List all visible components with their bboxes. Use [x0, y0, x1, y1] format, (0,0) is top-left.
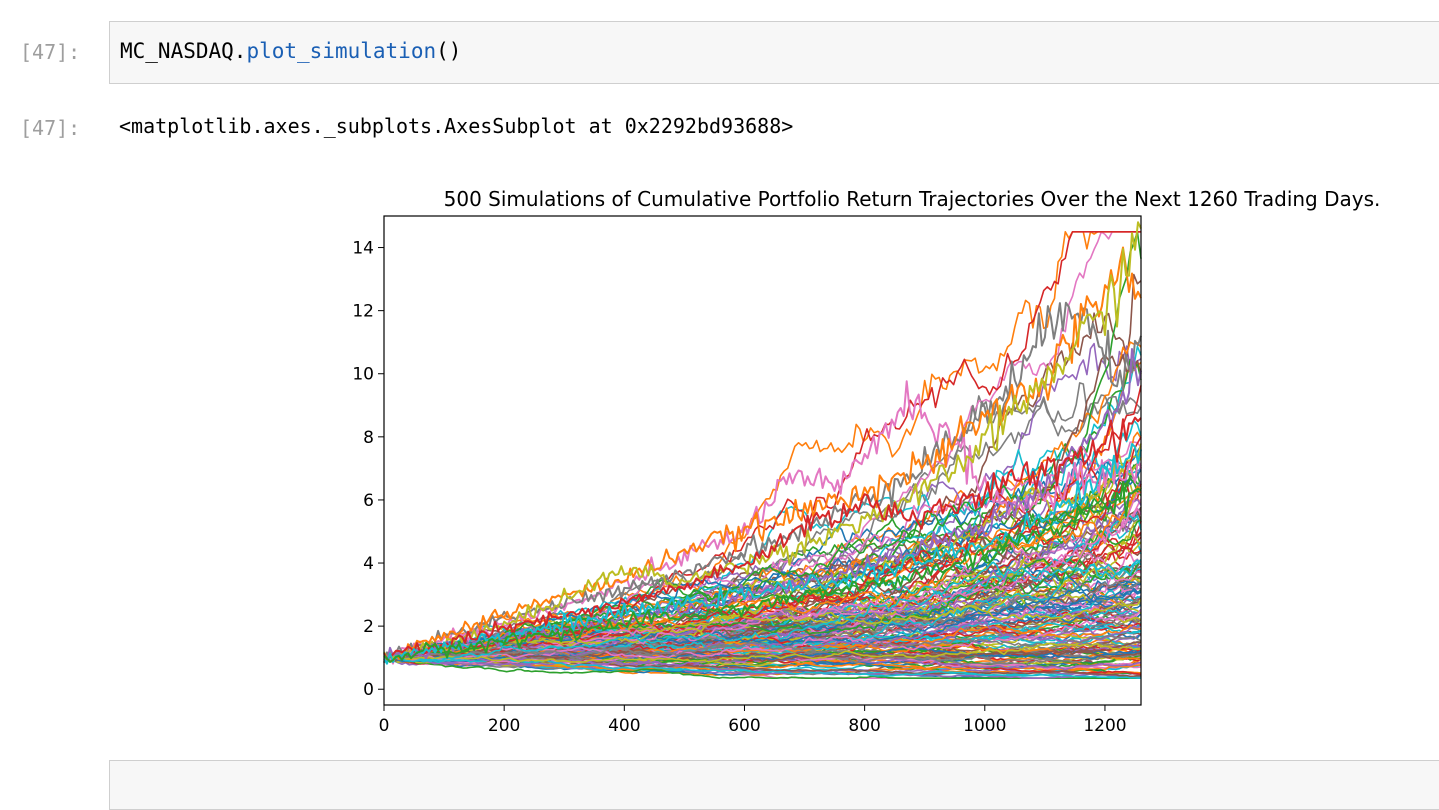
input-prompt: [47]:	[20, 40, 81, 64]
simulation-line	[383, 620, 1142, 662]
simulation-line	[383, 642, 1142, 664]
code-cell-input[interactable]: MC_NASDAQ.plot_simulation()	[109, 21, 1439, 84]
x-tick-label: 600	[728, 716, 760, 736]
code-method: plot_simulation	[246, 39, 437, 63]
simulation-line	[383, 654, 1142, 678]
highlight-simulation-line	[383, 481, 1142, 663]
x-tick-label: 200	[488, 716, 520, 736]
simulation-line	[383, 623, 1142, 659]
simulation-line	[383, 655, 1142, 671]
series-layer	[383, 221, 1142, 680]
y-tick-label: 4	[363, 554, 374, 574]
y-tick-label: 14	[352, 239, 374, 259]
simulation-line	[383, 634, 1142, 660]
x-tick-label: 400	[608, 716, 640, 736]
code-line[interactable]: MC_NASDAQ.plot_simulation()	[120, 39, 461, 63]
simulation-line	[383, 609, 1142, 661]
code-call-parens: ()	[436, 39, 462, 63]
simulation-chart: 500 Simulations of Cumulative Portfolio …	[352, 187, 1381, 736]
simulation-line	[383, 599, 1142, 660]
code-object: MC_NASDAQ	[120, 39, 234, 63]
x-tick-label: 0	[379, 716, 390, 736]
simulation-line	[383, 519, 1142, 660]
simulation-line	[383, 492, 1142, 662]
output-prompt: [47]:	[20, 116, 81, 140]
x-tick-label: 1000	[963, 716, 1006, 736]
y-tick-label: 10	[352, 365, 374, 385]
simulation-line	[383, 443, 1142, 660]
x-tick-label: 800	[848, 716, 880, 736]
y-tick-label: 0	[363, 680, 374, 700]
highlight-simulation-line	[383, 416, 1142, 660]
highlight-simulation-line	[383, 221, 1142, 659]
output-text: <matplotlib.axes._subplots.AxesSubplot a…	[119, 114, 794, 138]
simulation-line	[383, 655, 1141, 680]
plot-frame	[383, 215, 1142, 706]
simulation-line	[383, 559, 1142, 663]
simulation-line	[383, 231, 1141, 661]
highlight-simulation-line	[383, 246, 1142, 663]
chart-title: 500 Simulations of Cumulative Portfolio …	[444, 187, 1381, 211]
y-tick-label: 2	[363, 617, 374, 637]
y-tick-label: 8	[363, 428, 374, 448]
y-tick-label: 6	[363, 491, 374, 511]
axes-layer: 0 200 400 600 800 1000 1200 0 2 4 6 8 10 12 14	[352, 215, 1142, 736]
code-dot: .	[233, 39, 247, 63]
x-tick-label: 1200	[1083, 716, 1126, 736]
simulation-line	[383, 642, 1141, 664]
next-code-cell[interactable]	[109, 760, 1439, 810]
y-tick-label: 12	[352, 302, 374, 322]
